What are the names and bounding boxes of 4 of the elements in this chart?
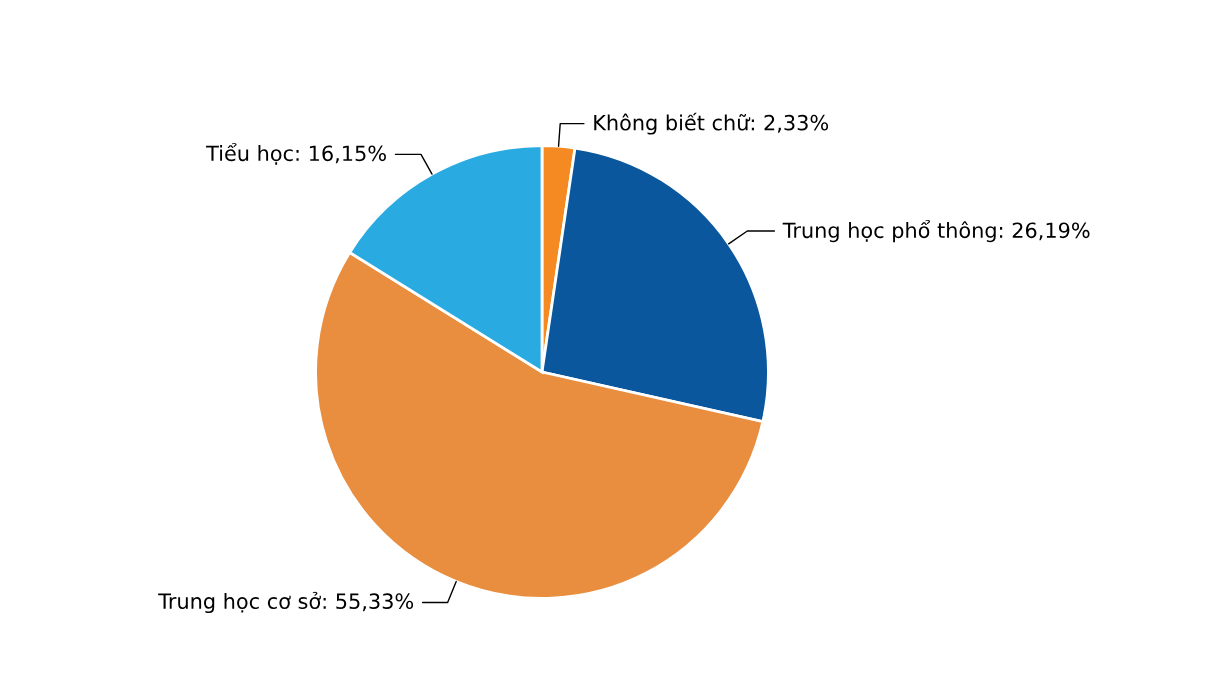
slice-label: Trung học cơ sở: 55,33% bbox=[158, 591, 414, 614]
slice-label: Trung học phổ thông: 26,19% bbox=[782, 219, 1090, 243]
slice-label: Không biết chữ: 2,33% bbox=[594, 112, 829, 135]
slice-label: Tiểu học: 16,15% bbox=[206, 142, 386, 165]
